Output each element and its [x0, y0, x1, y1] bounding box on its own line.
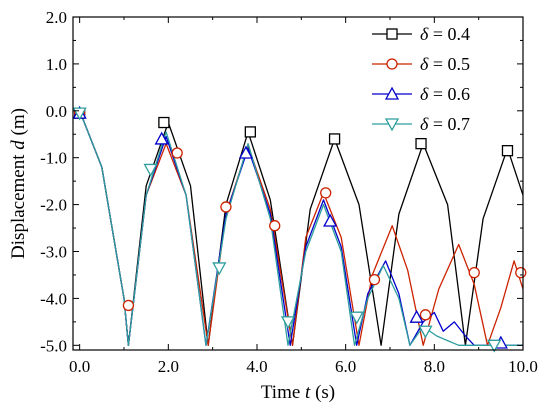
legend-marker-2 — [386, 58, 398, 70]
x-axis-title-unit: (s) — [315, 382, 335, 403]
data-point-s4-3 — [212, 262, 227, 276]
series-lines — [79, 110, 523, 346]
y-axis-title-unit: (m) — [8, 108, 29, 135]
x-axis-title-var: t — [305, 382, 311, 403]
legend-label-3: δ = 0.6 — [420, 84, 470, 104]
y-axis-title-var: d — [8, 140, 29, 150]
data-point-s4-2 — [143, 163, 158, 177]
data-point-s2-5 — [269, 220, 281, 232]
legend-value-4: = 0.7 — [428, 114, 470, 134]
data-point-s2-10 — [515, 266, 527, 279]
data-point-s1-4 — [328, 133, 341, 145]
legend-marker-3 — [384, 86, 400, 100]
legend-symbol-3: δ — [420, 84, 429, 104]
series-line-2 — [79, 110, 523, 346]
data-point-s1-6 — [501, 145, 514, 157]
legend-symbol-1: δ — [420, 24, 429, 44]
data-point-s3-2 — [154, 131, 169, 145]
data-point-s4-6 — [418, 325, 433, 339]
x-tick-label-2: 2.0 — [158, 357, 179, 376]
y-tick-label-3: 0.0 — [46, 102, 67, 121]
data-point-s2-7 — [368, 273, 381, 286]
y-tick-label-8: -5.0 — [40, 336, 67, 355]
data-point-s1-3 — [244, 126, 256, 138]
y-tick-label-2: 1.0 — [46, 55, 67, 74]
data-point-s4-5 — [349, 311, 364, 325]
data-point-s1-5 — [415, 137, 427, 150]
x-tick-label-1: 0.0 — [69, 357, 90, 376]
data-point-s2-3 — [171, 147, 183, 159]
legend-label-4: δ = 0.7 — [420, 114, 470, 134]
y-tick-label-6: -3.0 — [40, 243, 67, 262]
legend-symbol-2: δ — [420, 54, 429, 74]
y-tick-label-4: -1.0 — [40, 149, 67, 168]
y-axis-title-text: Displacement — [8, 154, 29, 259]
y-axis-title: Displacement d (m) — [8, 108, 29, 259]
y-tick-label-7: -4.0 — [40, 289, 67, 308]
x-axis-title-text: Time — [261, 382, 300, 403]
data-point-s2-8 — [419, 309, 432, 321]
data-point-s2-6 — [320, 187, 332, 199]
data-point-s4-4 — [280, 316, 296, 330]
x-tick-label-4: 6.0 — [335, 357, 356, 376]
data-point-s3-5 — [409, 309, 424, 323]
legend-value-3: = 0.6 — [428, 84, 470, 104]
legend-value-2: = 0.5 — [428, 54, 470, 74]
legend-marker-1 — [386, 28, 398, 40]
data-point-s4-7 — [487, 339, 502, 353]
legend-label-1: δ = 0.4 — [420, 24, 470, 44]
data-point-s1-2 — [158, 116, 170, 129]
x-tick-label-3: 4.0 — [246, 357, 267, 376]
x-tick-label-5: 8.0 — [424, 357, 445, 376]
y-tick-label-5: -2.0 — [40, 196, 67, 215]
series-line-4 — [79, 110, 523, 346]
series-line-3 — [79, 110, 523, 346]
series-line-1 — [79, 110, 523, 346]
legend-value-1: = 0.4 — [428, 24, 470, 44]
legend-label-2: δ = 0.5 — [420, 54, 470, 74]
data-point-s3-3 — [238, 145, 254, 159]
y-tick-label-1: 2.0 — [46, 8, 67, 27]
data-point-s2-4 — [220, 201, 232, 213]
data-point-s2-2 — [122, 299, 135, 312]
x-axis-title: Time t (s) — [261, 382, 335, 403]
data-point-s3-4 — [323, 213, 338, 227]
data-point-s2-9 — [468, 266, 480, 279]
legend-symbol-4: δ — [420, 114, 429, 134]
plot-frame — [72, 16, 524, 351]
legend-marker-4 — [384, 118, 400, 132]
x-tick-label-6: 10.0 — [508, 357, 538, 376]
